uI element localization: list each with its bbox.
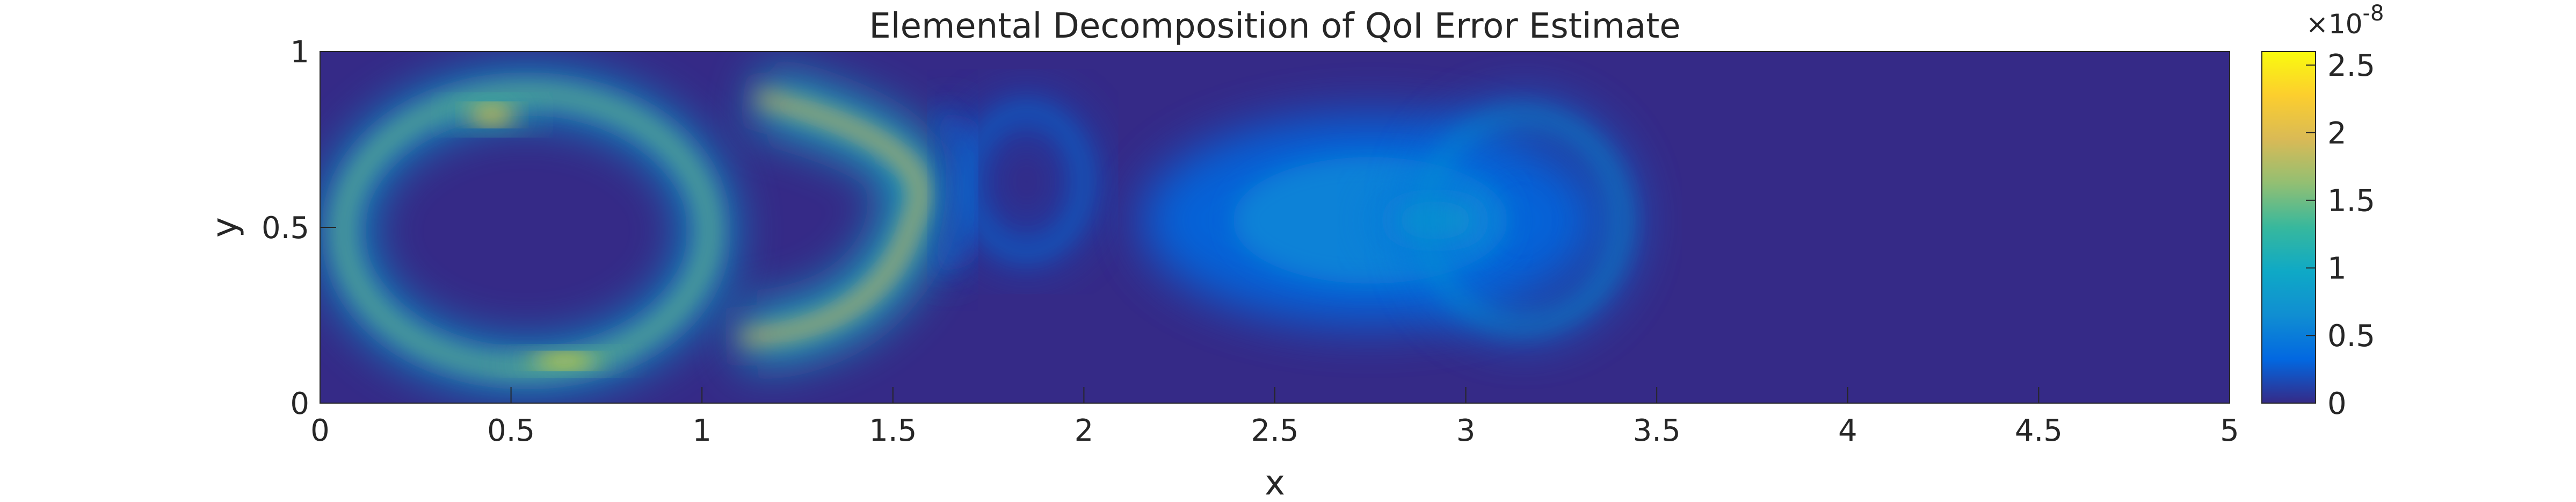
heat-cylinder-ring: [1411, 102, 1635, 339]
x-tick-label: 1: [692, 413, 712, 448]
colorbar-tick-label: 0: [2327, 386, 2347, 421]
colorbar: 0 0.5 1 1.5 2 2.5 ×10-8: [2261, 1, 2384, 421]
colorbar-tick-label: 1: [2327, 251, 2347, 286]
heat-arc-middle: [740, 68, 950, 367]
x-tick-label: 2.5: [1251, 413, 1298, 448]
colorbar-bar: [2261, 51, 2316, 404]
x-axis-label: x: [1265, 463, 1285, 502]
colorbar-ticks: 0 0.5 1 1.5 2 2.5: [2306, 48, 2375, 421]
y-tick-label: 0.5: [262, 211, 309, 246]
colorbar-tick-label: 0.5: [2327, 319, 2375, 354]
x-tick-label: 0.5: [487, 413, 535, 448]
colorbar-tick-label: 2.5: [2327, 48, 2375, 83]
x-tick-label: 4: [1838, 413, 1857, 448]
plot-area: [320, 51, 2230, 404]
x-tick-label: 5: [2220, 413, 2239, 448]
y-tick-label: 0: [290, 386, 309, 421]
x-axis-ticks: 0 0.5 1 1.5 2 2.5 3 3.5 4 4.5 5: [310, 387, 2239, 448]
heat-ring-left-bottom-hot: [511, 350, 618, 372]
chart-title: Elemental Decomposition of QoI Error Est…: [869, 6, 1680, 46]
x-tick-label: 1.5: [869, 413, 917, 448]
colorbar-tick-label: 2: [2327, 116, 2347, 151]
colorbar-tick-label: 1.5: [2327, 184, 2375, 219]
heatmap-features: [320, 68, 1635, 391]
x-tick-label: 0: [310, 413, 330, 448]
colorbar-exponent-label: ×10-8: [2306, 1, 2384, 40]
heat-faint-arc: [932, 106, 979, 277]
y-axis-label: y: [205, 217, 245, 238]
y-tick-label: 1: [290, 35, 309, 70]
y-axis-ticks: 00.51: [262, 35, 336, 421]
x-tick-label: 2: [1075, 413, 1094, 448]
x-tick-label: 4.5: [2015, 413, 2063, 448]
heat-wake-plume: [1141, 114, 1600, 326]
colorbar-exponent-base: ×10: [2306, 9, 2363, 40]
x-tick-label: 3: [1456, 413, 1476, 448]
colorbar-exponent-power: -8: [2363, 1, 2384, 26]
x-tick-label: 3.5: [1633, 413, 1681, 448]
heat-ring-left-top-hot: [453, 101, 531, 129]
